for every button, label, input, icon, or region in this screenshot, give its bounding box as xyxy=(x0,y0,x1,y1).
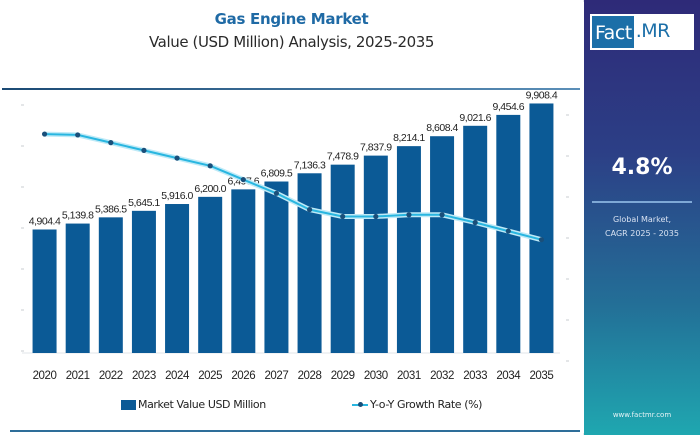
website-link[interactable]: www.factmr.com xyxy=(612,411,672,419)
growth-point-2022 xyxy=(108,140,114,146)
bar-2023 xyxy=(131,210,156,353)
x-tick-label: 2022 xyxy=(99,370,123,382)
cagr-label-line2: CAGR 2025 - 2035 xyxy=(605,229,679,238)
growth-point-2034 xyxy=(505,228,511,234)
chart-title: Gas Engine Market xyxy=(214,10,369,28)
bar-2032 xyxy=(430,136,455,353)
cagr-label: Global Market, CAGR 2025 - 2035 xyxy=(584,213,700,241)
bar-value-label: 5,386.5 xyxy=(95,203,127,215)
chart-plot: 4,904.4 5,139.85,386.55,645.15,916.06,200… xyxy=(21,90,569,382)
bar-value-label: 7,837.9 xyxy=(360,142,392,154)
bar-value-label: 5,139.8 xyxy=(62,210,94,222)
x-tick-label: 2033 xyxy=(463,370,487,382)
factmr-logo: Fact .MR xyxy=(590,14,694,50)
chart-subtitle: Value (USD Million) Analysis, 2025-2035 xyxy=(148,33,435,51)
growth-point-2023 xyxy=(141,147,147,153)
bar-value-label: 6,200.0 xyxy=(194,183,226,195)
bar-2025 xyxy=(198,196,223,353)
x-tick-label: 2030 xyxy=(364,370,388,382)
growth-point-2026 xyxy=(240,176,246,183)
x-tick-label: 2028 xyxy=(298,370,322,382)
bar-2022 xyxy=(98,217,123,353)
x-tick-label: 2032 xyxy=(430,370,454,382)
x-tick-label: 2035 xyxy=(529,370,553,382)
growth-rate-line xyxy=(44,133,542,241)
growth-point-2031 xyxy=(406,212,412,218)
x-tick-label: 2025 xyxy=(198,370,222,382)
logo-text-fact: Fact xyxy=(592,16,634,48)
growth-point-2035 xyxy=(538,237,545,243)
bar-2027 xyxy=(264,181,289,353)
cagr-label-line1: Global Market, xyxy=(612,215,672,224)
bar-2033 xyxy=(463,125,488,353)
cagr-value: 4.8% xyxy=(611,155,673,180)
growth-point-2025 xyxy=(207,163,213,169)
bottom-divider xyxy=(10,430,580,432)
bar-value-label: 7,136.3 xyxy=(294,159,326,171)
bar-value-label: 8,214.1 xyxy=(393,132,425,144)
x-tick-label: 2026 xyxy=(231,370,255,382)
bar-value-label: 7,478.9 xyxy=(327,151,359,163)
growth-point-2033 xyxy=(472,219,478,226)
bar-value-label: 8,608.4 xyxy=(426,122,458,134)
growth-point-2020 xyxy=(41,131,48,137)
bar-2026 xyxy=(231,189,256,353)
x-tick-label: 2023 xyxy=(132,370,156,382)
legend-item-market-value: Market Value USD Million xyxy=(121,398,266,411)
x-tick-label: 2021 xyxy=(66,370,90,382)
x-tick-label: 2027 xyxy=(264,370,288,382)
bar-2029 xyxy=(330,164,355,353)
growth-point-2021 xyxy=(75,132,81,138)
bar-value-label: 9,454.6 xyxy=(493,101,525,113)
x-tick-label: 2034 xyxy=(496,370,521,382)
cagr-divider xyxy=(592,201,692,203)
bar-2028 xyxy=(297,173,322,353)
bar-value-label: 9,021.6 xyxy=(459,112,491,124)
logo-text-mr: .MR xyxy=(635,20,671,42)
bar-2035 xyxy=(529,103,554,353)
side-panel: Fact .MR 4.8% Global Market, CAGR 2025 -… xyxy=(584,0,700,435)
growth-point-2030 xyxy=(373,213,379,220)
growth-point-2027 xyxy=(273,190,280,196)
growth-point-2028 xyxy=(306,207,313,213)
bar-2031 xyxy=(396,146,421,353)
legend-bar-swatch-icon xyxy=(121,399,136,410)
bar-value-label: 9,908.4 xyxy=(526,90,558,101)
chart-legend: Market Value USD Million Y-o-Y Growth Ra… xyxy=(0,398,583,414)
bar-value-label: 5,645.1 xyxy=(128,197,160,209)
legend-line-marker-icon xyxy=(352,400,368,410)
x-tick-label: 2031 xyxy=(397,370,421,382)
chart-area: Gas Engine Market Value (USD Million) An… xyxy=(0,10,583,432)
bar-value-label: 6,809.5 xyxy=(261,168,293,180)
bar-value-label: 5,916.0 xyxy=(161,190,193,202)
legend-label: Market Value USD Million xyxy=(138,398,266,411)
x-tick-label: 2024 xyxy=(165,370,190,382)
bar-2020 xyxy=(32,229,57,353)
growth-point-2024 xyxy=(174,155,180,161)
legend-label: Y-o-Y Growth Rate (%) xyxy=(370,398,483,411)
bar-value-label: 4,904.4 xyxy=(29,215,61,227)
growth-point-2032 xyxy=(439,212,445,218)
bar-2024 xyxy=(165,204,190,353)
title-divider xyxy=(2,88,580,90)
x-tick-label: 2020 xyxy=(33,370,57,382)
x-tick-label: 2029 xyxy=(331,370,355,382)
growth-point-2029 xyxy=(340,213,346,220)
legend-item-growth-rate: Y-o-Y Growth Rate (%) xyxy=(352,398,482,411)
bar-2021 xyxy=(65,223,90,353)
bar-2030 xyxy=(363,155,388,353)
